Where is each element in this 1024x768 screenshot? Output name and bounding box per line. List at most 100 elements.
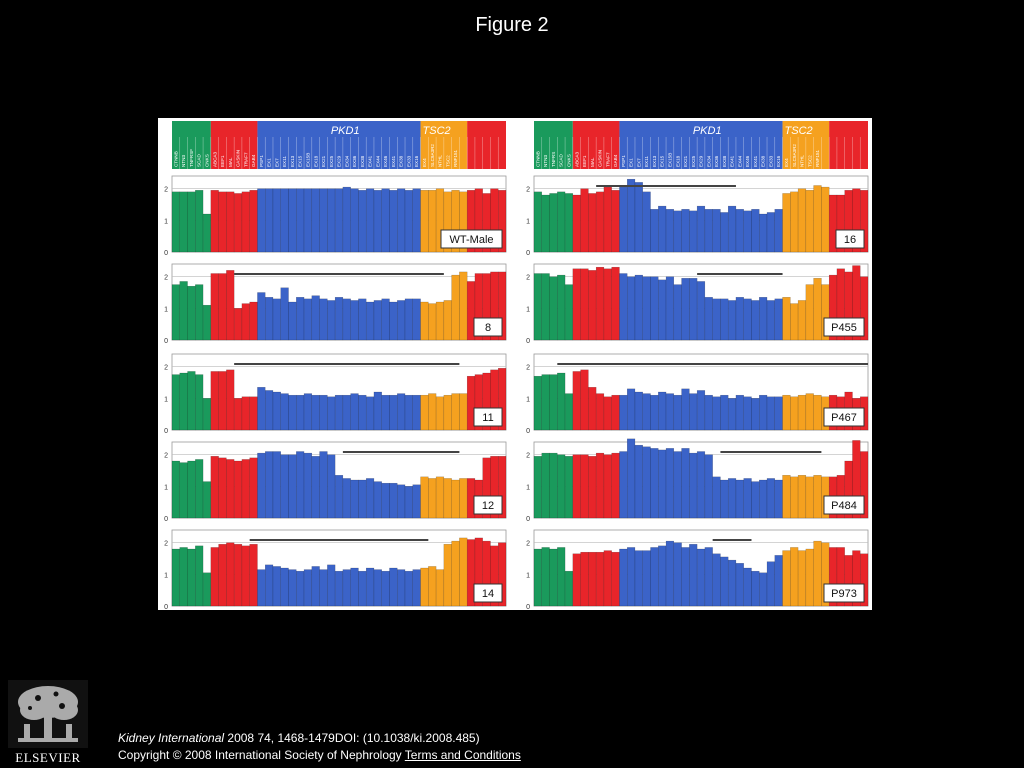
bar-blue (720, 298, 729, 341)
header-probe-label: EX21 (683, 155, 688, 167)
bar-red (588, 551, 597, 607)
bar-blue (327, 454, 336, 519)
header-probe-label: EX15 (298, 155, 303, 167)
bar-orange (459, 478, 468, 519)
bar-red (226, 191, 235, 253)
terms-link[interactable]: Terms and Conditions (404, 748, 521, 762)
bar-green (557, 454, 566, 519)
bar-orange (805, 190, 814, 253)
header-probe-label: EX15B (305, 153, 310, 167)
header-probe-label: RNF151 (815, 149, 820, 167)
bar-blue (358, 479, 367, 519)
bar-blue (288, 301, 297, 341)
bar-blue (296, 570, 305, 607)
bar-orange (797, 475, 807, 519)
bar-blue (265, 390, 274, 431)
bar-blue (303, 188, 313, 253)
bar-green (179, 372, 188, 431)
bar-blue (381, 188, 390, 253)
bar-blue (373, 391, 382, 431)
y-tick-label: 2 (164, 541, 168, 548)
bar-blue (681, 278, 690, 341)
bar-blue (735, 394, 744, 431)
header-probe-label: EX34 (344, 155, 349, 167)
bar-blue (759, 297, 768, 341)
bar-blue (751, 570, 760, 607)
bar-red (860, 553, 869, 607)
bar-blue (365, 396, 375, 431)
bar-red (210, 273, 219, 341)
bar-orange (459, 393, 468, 431)
bar-blue (412, 298, 421, 341)
header-block-blue (257, 121, 421, 169)
header-probe-label: EX18 (675, 155, 680, 167)
y-tick-label: 1 (164, 484, 168, 491)
bar-orange (428, 393, 437, 431)
bar-orange (459, 537, 468, 607)
bar-orange (428, 566, 437, 607)
bar-blue (727, 559, 737, 607)
bar-blue (319, 188, 328, 253)
bar-orange (782, 193, 791, 253)
bar-red (603, 454, 612, 519)
bar-red (233, 460, 243, 519)
bar-blue (397, 300, 406, 341)
bar-orange (420, 567, 429, 607)
y-tick-label: 0 (526, 428, 530, 435)
bar-green (202, 213, 212, 253)
header-probe-label: ABCA3 (574, 151, 579, 167)
header-block-green (534, 121, 573, 169)
bar-green (541, 374, 550, 431)
bar-blue (689, 210, 698, 253)
header-probe-label: EX38 (722, 155, 727, 167)
bar-green (171, 460, 180, 519)
bar-orange (435, 396, 445, 431)
bar-orange (443, 478, 452, 519)
bar-red (249, 457, 258, 519)
bar-blue (642, 191, 651, 253)
y-tick-label: 2 (164, 453, 168, 460)
bar-red (572, 371, 581, 431)
bar-blue (735, 563, 744, 607)
sample-label: WT-Male (450, 234, 494, 246)
bar-blue (704, 454, 713, 519)
bar-blue (712, 209, 721, 253)
y-tick-label: 0 (164, 428, 168, 435)
bar-orange (451, 479, 460, 519)
y-tick-label: 1 (526, 218, 530, 225)
bar-blue (311, 456, 320, 519)
bar-blue (627, 547, 636, 607)
header-probe-label: NTN3 (181, 155, 186, 167)
bar-orange (420, 301, 429, 341)
bar-orange (805, 284, 814, 341)
header-probe-label: EX44 (737, 155, 742, 167)
header-probe-label: EX11 (282, 156, 287, 167)
sample-label: P455 (831, 322, 857, 334)
bar-blue (766, 561, 775, 607)
bar-green (564, 284, 574, 341)
bar-blue (334, 394, 344, 431)
bar-blue (404, 190, 413, 253)
bar-orange (813, 185, 822, 253)
bar-green (187, 191, 196, 253)
bar-green (541, 547, 550, 607)
y-tick-label: 2 (164, 187, 168, 194)
header-probe-label: RNF151 (453, 149, 458, 167)
bar-green (549, 276, 558, 341)
bar-blue (735, 479, 744, 519)
bar-blue (658, 545, 667, 607)
bar-orange (443, 394, 452, 431)
bar-blue (257, 387, 266, 431)
y-tick-label: 0 (164, 338, 168, 345)
bar-blue (689, 278, 698, 341)
header-probe-label: EX13 (652, 155, 657, 167)
header-probe-label: EX7 (636, 158, 641, 167)
bar-blue (397, 393, 406, 431)
header-probe-label: EX29 (337, 155, 342, 167)
y-tick-label: 2 (526, 365, 530, 372)
bar-red (249, 301, 258, 341)
y-tick-label: 0 (164, 604, 168, 610)
sample-label-box (473, 495, 503, 515)
sample-label: 16 (844, 234, 856, 246)
bar-blue (381, 298, 390, 341)
